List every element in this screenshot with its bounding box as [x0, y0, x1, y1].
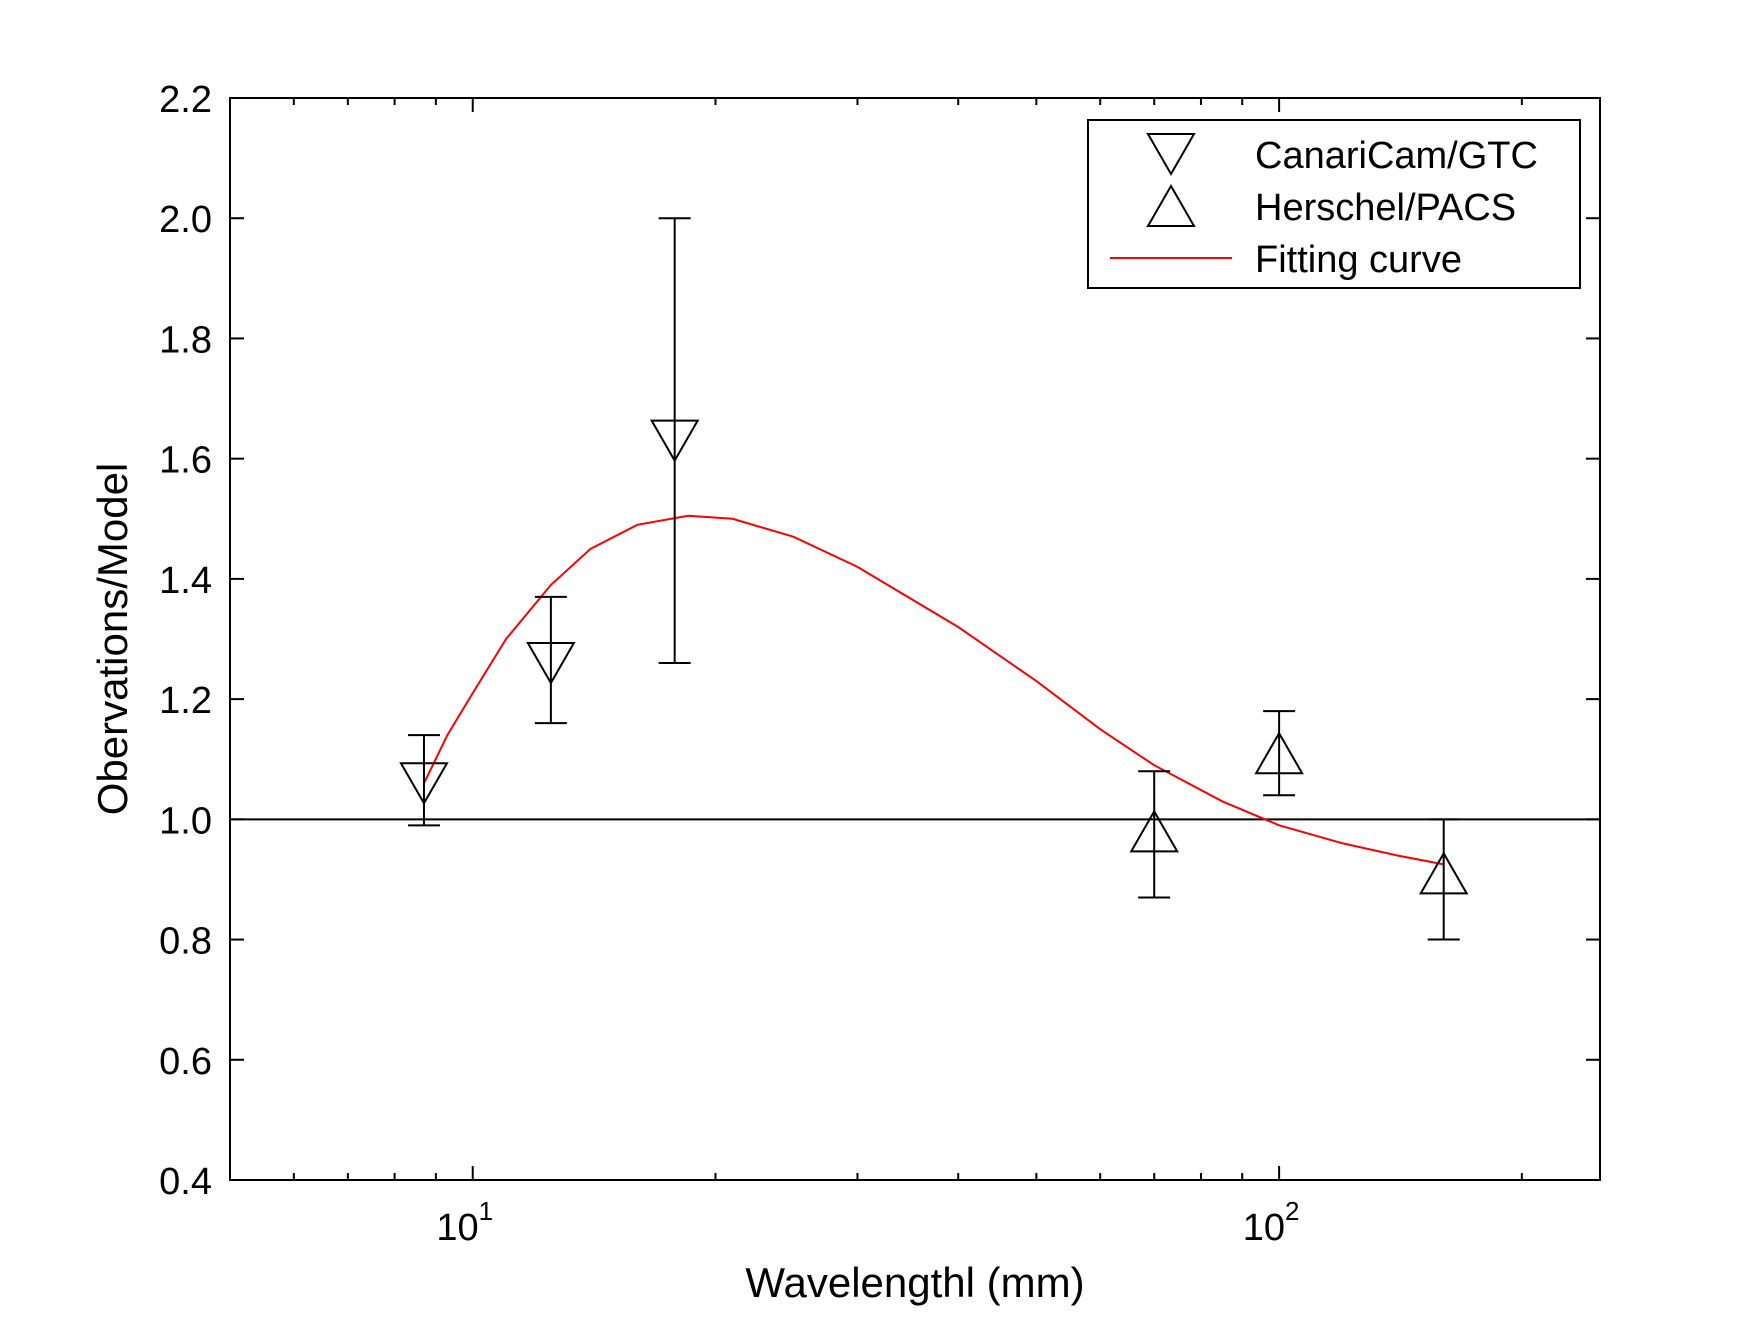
y-tick-labels: 0.4 0.6 0.8 1.0 1.2 1.4 1.6 1.8 2.0 2.2	[159, 79, 212, 1203]
fitting-curve	[423, 514, 1444, 866]
legend-label: Fitting curve	[1255, 239, 1462, 281]
legend-box	[1087, 119, 1581, 289]
y-tick-label: 1.8	[159, 319, 212, 361]
data-point	[1254, 731, 1304, 775]
y-axis-label: Obervations/Model	[89, 463, 136, 816]
x-tick-label: 101	[436, 1196, 493, 1249]
data-point	[399, 762, 449, 806]
x-tick-exponent: 2	[1285, 1196, 1299, 1226]
y-tick-label: 1.6	[159, 440, 212, 482]
y-tick-label: 0.8	[159, 921, 212, 963]
legend-items: CanariCam/GTC Herschel/PACS Fitting curve	[1110, 133, 1538, 281]
data-markers	[399, 419, 1469, 895]
x-tick-exponent: 1	[479, 1196, 493, 1226]
x-axis-label: Wavelengthl (mm)	[745, 1259, 1084, 1306]
series-lines	[423, 514, 1444, 866]
error-bars	[407, 217, 1460, 941]
data-point	[649, 419, 700, 463]
x-tick-base: 10	[1243, 1207, 1285, 1249]
y-tick-label: 0.4	[159, 1161, 212, 1203]
x-tick-label: 102	[1243, 1196, 1300, 1249]
data-point	[526, 642, 576, 686]
data-point	[1129, 809, 1179, 853]
y-tick-label: 2.0	[159, 199, 212, 241]
y-tick-label: 1.4	[159, 560, 212, 602]
y-tick-label: 1.2	[159, 680, 212, 722]
x-tick-base: 10	[436, 1207, 478, 1249]
y-tick-label: 0.6	[159, 1041, 212, 1083]
legend-label: Herschel/PACS	[1255, 187, 1516, 229]
legend: CanariCam/GTC Herschel/PACS Fitting curve	[1087, 119, 1581, 289]
legend-swatch-marker	[1146, 183, 1196, 227]
legend-label: CanariCam/GTC	[1255, 135, 1538, 177]
legend-swatch-marker	[1146, 133, 1196, 177]
data-point	[1418, 851, 1469, 895]
y-tick-label: 1.0	[159, 800, 212, 842]
y-tick-label: 2.2	[159, 79, 212, 121]
x-tick-labels: 101 102	[436, 1196, 1299, 1249]
